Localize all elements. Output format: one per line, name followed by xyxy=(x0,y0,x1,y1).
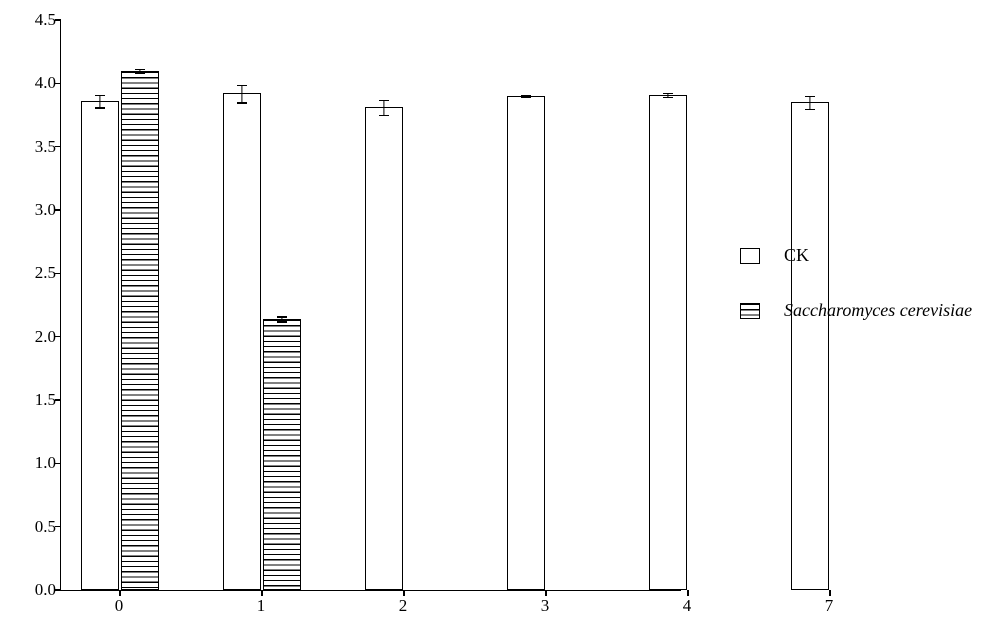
errorbar-cap xyxy=(805,109,815,110)
y-tick-label: 3.0 xyxy=(0,200,56,220)
errorbar xyxy=(809,96,810,109)
y-tick-label: 4.5 xyxy=(0,10,56,30)
errorbar-cap xyxy=(135,73,145,74)
errorbar-cap xyxy=(805,96,815,97)
y-tick-label: 2.0 xyxy=(0,327,56,347)
errorbar xyxy=(99,95,100,108)
errorbar-cap xyxy=(663,93,673,94)
errorbar-cap xyxy=(237,102,247,103)
errorbar xyxy=(241,85,242,103)
legend-item-sc: Saccharomyces cerevisiae xyxy=(740,300,972,321)
errorbar xyxy=(383,100,384,115)
bar-ck-2 xyxy=(365,107,403,590)
legend-swatch-sc xyxy=(740,303,760,319)
y-tick-label: 2.5 xyxy=(0,263,56,283)
legend: CK Saccharomyces cerevisiae xyxy=(740,245,972,355)
x-tick-label: 4 xyxy=(667,596,707,616)
errorbar-cap xyxy=(95,95,105,96)
chart-figure: CK Saccharomyces cerevisiae 0.0 0.5 1.0 1.5… xyxy=(0,0,1000,624)
y-tick-label: 1.5 xyxy=(0,390,56,410)
y-tick-label: 1.0 xyxy=(0,453,56,473)
errorbar-cap xyxy=(521,97,531,98)
legend-item-ck: CK xyxy=(740,245,972,266)
x-tick-label: 7 xyxy=(809,596,849,616)
errorbar-cap xyxy=(237,85,247,86)
y-tick-label: 0.5 xyxy=(0,517,56,537)
errorbar-cap xyxy=(135,69,145,70)
legend-label-ck: CK xyxy=(784,245,809,266)
errorbar-cap xyxy=(95,107,105,108)
errorbar-cap xyxy=(521,95,531,96)
errorbar-cap xyxy=(277,316,287,317)
y-tick-label: 0.0 xyxy=(0,580,56,600)
bar-sc-0 xyxy=(121,71,159,590)
x-tick-label: 0 xyxy=(99,596,139,616)
bar-ck-4 xyxy=(649,95,687,590)
bar-ck-3 xyxy=(507,96,545,590)
errorbar-cap xyxy=(277,321,287,322)
legend-label-sc: Saccharomyces cerevisiae xyxy=(784,300,972,321)
y-tick-label: 3.5 xyxy=(0,137,56,157)
errorbar-cap xyxy=(663,97,673,98)
bar-sc-1 xyxy=(263,319,301,590)
x-tick-label: 2 xyxy=(383,596,423,616)
bar-ck-1 xyxy=(223,93,261,590)
plot-area xyxy=(60,20,681,591)
y-tick-label: 4.0 xyxy=(0,73,56,93)
bar-ck-0 xyxy=(81,101,119,590)
x-tick-label: 1 xyxy=(241,596,281,616)
errorbar-cap xyxy=(379,100,389,101)
legend-swatch-ck xyxy=(740,248,760,264)
x-tick-label: 3 xyxy=(525,596,565,616)
errorbar-cap xyxy=(379,115,389,116)
